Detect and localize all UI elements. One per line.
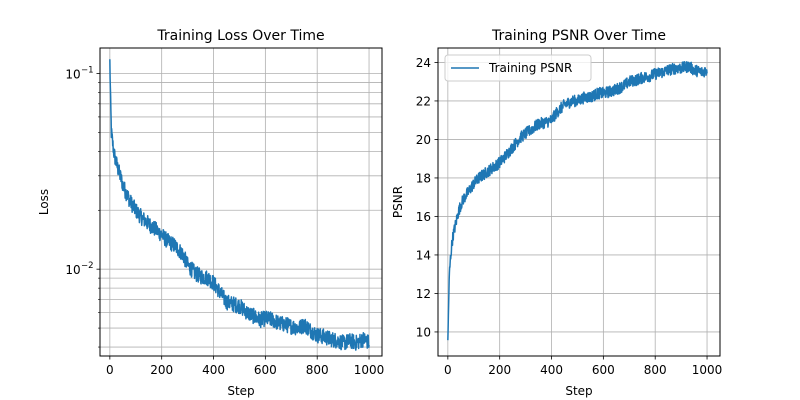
loss-x-tick-label: 1000 <box>354 363 385 377</box>
psnr-legend-box <box>444 54 592 82</box>
loss-y-tick-exponent: −2 <box>81 261 94 271</box>
loss-x-tick-label: 400 <box>202 363 225 377</box>
loss-y-axis-label: Loss <box>37 189 51 215</box>
loss-x-tick-label: 200 <box>150 363 173 377</box>
loss-chart: 0 200 400 600 800 1000 10−110−2 Training Loss… <box>37 28 384 398</box>
loss-y-tick-label: 10 <box>65 263 80 277</box>
psnr-x-tick-label: 800 <box>644 363 667 377</box>
psnr-y-tick-label: 14 <box>416 248 431 262</box>
psnr-grid <box>438 48 720 356</box>
loss-grid <box>100 48 382 356</box>
psnr-y-tick-label: 18 <box>416 171 431 185</box>
psnr-y-tick-label: 24 <box>416 56 431 70</box>
psnr-y-tick-label: 22 <box>416 94 431 108</box>
loss-x-tick-label: 0 <box>106 363 114 377</box>
psnr-y-tick-label: 16 <box>416 210 431 224</box>
loss-series-line <box>109 59 370 351</box>
psnr-x-tick-label: 1000 <box>692 363 723 377</box>
psnr-y-axis-label: PSNR <box>391 186 405 218</box>
loss-x-tick-label: 600 <box>254 363 277 377</box>
psnr-chart: 0 200 400 600 800 1000 10 12 14 16 18 20 22 24 Train… <box>391 28 722 398</box>
psnr-y-tick-label: 12 <box>416 287 431 301</box>
psnr-x-tick-label: 600 <box>592 363 615 377</box>
loss-axes-frame <box>99 47 383 357</box>
psnr-y-tick-label: 10 <box>416 325 431 339</box>
psnr-x-ticks: 0 200 400 600 800 1000 <box>444 356 722 377</box>
psnr-x-axis-label: Step <box>565 384 592 398</box>
loss-y-tick-exponent: −1 <box>81 66 94 76</box>
psnr-plot-area <box>447 60 708 341</box>
psnr-y-ticks: 10 12 14 16 18 20 22 24 <box>416 56 438 339</box>
psnr-series-line <box>447 60 708 341</box>
psnr-chart-title: Training PSNR Over Time <box>491 28 666 44</box>
psnr-x-tick-label: 200 <box>488 363 511 377</box>
loss-x-axis-label: Step <box>227 384 254 398</box>
loss-y-tick-label: 10 <box>65 68 80 82</box>
psnr-legend-label: Training PSNR <box>488 61 572 75</box>
psnr-x-tick-label: 0 <box>444 363 452 377</box>
psnr-legend: Training PSNR <box>444 54 592 82</box>
loss-x-tick-label: 800 <box>306 363 329 377</box>
psnr-x-tick-label: 400 <box>540 363 563 377</box>
loss-plot-area <box>109 59 370 351</box>
psnr-axes-frame <box>437 47 721 357</box>
loss-y-ticks: 10−110−2 <box>65 66 100 348</box>
loss-chart-title: Training Loss Over Time <box>156 28 324 44</box>
psnr-y-tick-label: 20 <box>416 133 431 147</box>
loss-x-ticks: 0 200 400 600 800 1000 <box>106 356 384 377</box>
